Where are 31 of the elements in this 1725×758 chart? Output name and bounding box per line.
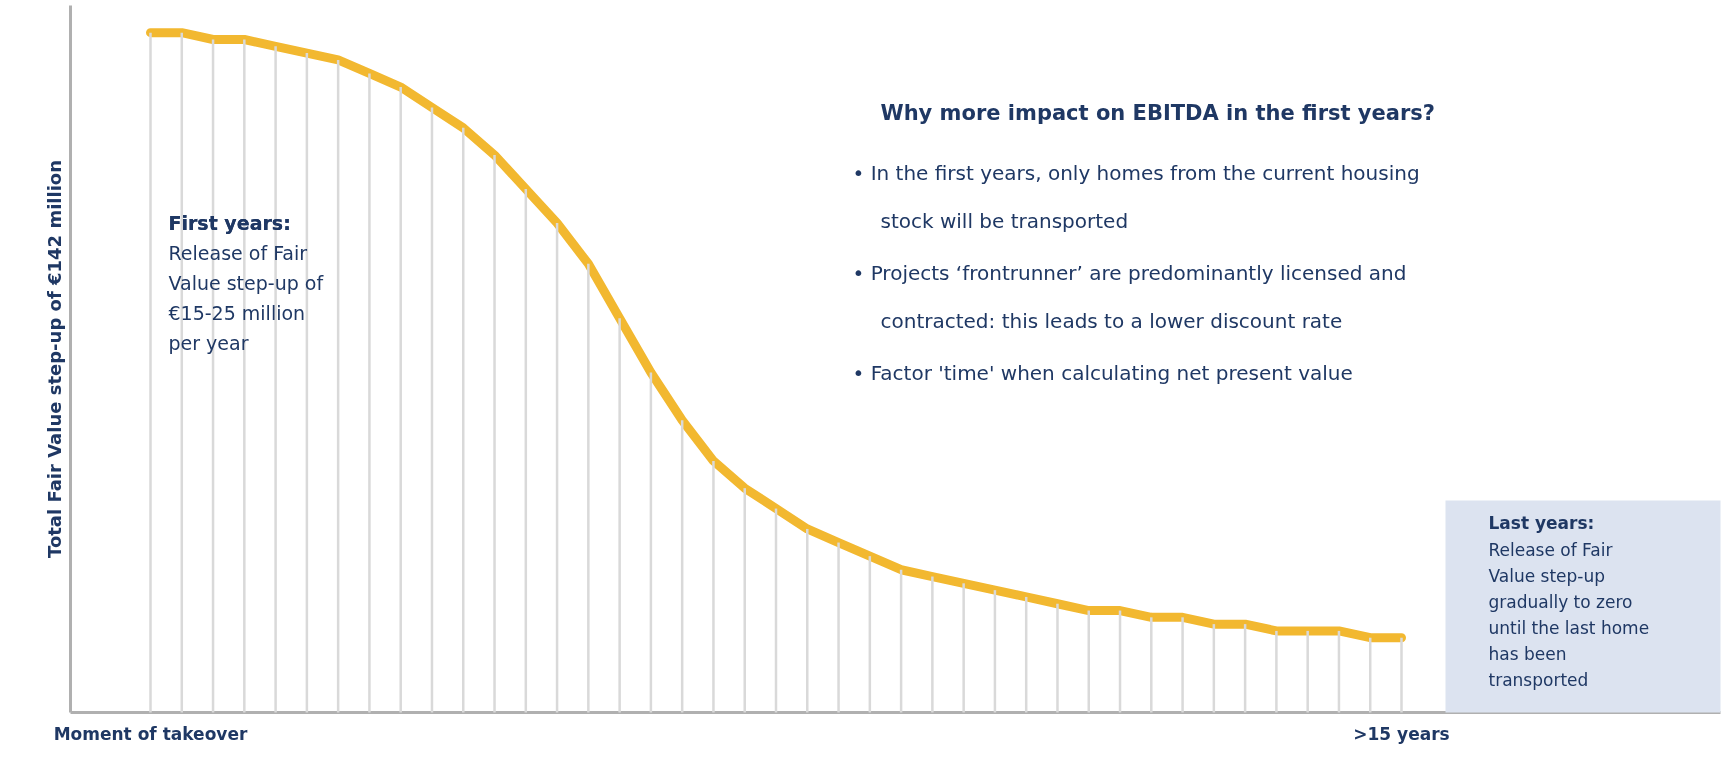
bar xyxy=(1087,610,1090,713)
bar xyxy=(493,155,496,713)
text: Release of Fair Value step-up gradually to zero until the last home has been transported xyxy=(1488,539,1650,690)
text: • In the first years, only homes from the current housing stock will be transported xyxy=(852,160,1420,233)
bar xyxy=(743,488,746,713)
bar xyxy=(1400,637,1403,713)
bar xyxy=(931,576,934,713)
bar xyxy=(1181,617,1184,713)
annotation: First years: xyxy=(168,211,291,234)
bar xyxy=(1056,603,1059,713)
annotation: • Factor 'time' when calculating net present value xyxy=(852,360,1353,385)
bar xyxy=(837,542,840,713)
text: • Projects ‘frontrunner’ are predominantly licensed and contracted: this leads to a lower discount rate xyxy=(852,260,1407,333)
annotation: Why more impact on EBITDA in the first years? xyxy=(880,100,1436,125)
bar xyxy=(368,73,371,713)
bar xyxy=(962,583,965,713)
bar xyxy=(1306,630,1309,713)
y-axis-title: Total Fair Value step-up of €142 million xyxy=(43,159,65,558)
x-tick-label: >15 years xyxy=(1353,723,1450,744)
bar xyxy=(1150,617,1153,713)
bar xyxy=(462,127,465,713)
x-tick-label: Moment of takeover xyxy=(53,723,248,744)
text: Last years: xyxy=(1488,512,1595,533)
bar xyxy=(149,32,152,713)
bar xyxy=(1275,630,1278,713)
bar xyxy=(806,528,809,713)
annotation: Release of Fair Value step-up of €15-25 million per year xyxy=(168,241,325,354)
bar xyxy=(399,87,402,713)
bar xyxy=(618,318,621,713)
bar xyxy=(712,460,715,713)
bar xyxy=(587,263,590,713)
